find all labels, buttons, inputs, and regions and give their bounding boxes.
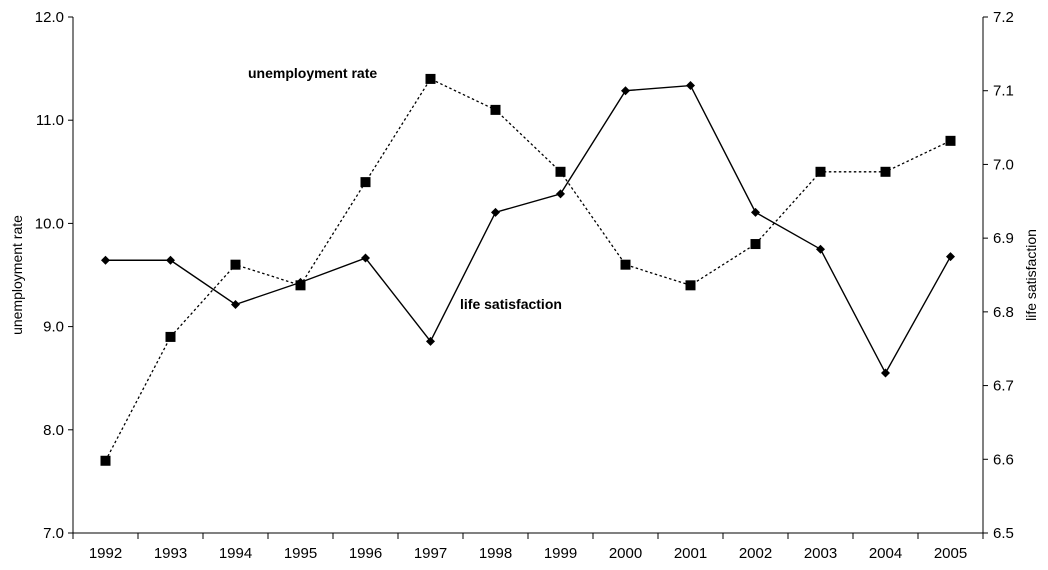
- life-satisfaction-point: [816, 244, 825, 254]
- unemployment-rate-point: [230, 259, 241, 270]
- unemployment-rate-point: [165, 331, 176, 342]
- right-axis-ticks: 6.5 6.6 6.7 6.8 6.9 7.0 7.1 7.2: [983, 9, 1014, 542]
- x-tick-label: 1996: [349, 545, 382, 562]
- unemployment-rate-point: [620, 259, 631, 270]
- right-axis-title: life satisfaction: [1023, 229, 1039, 321]
- life-satisfaction-point: [166, 255, 175, 265]
- unemployment-rate-point: [945, 135, 956, 146]
- life-satisfaction-point: [101, 255, 110, 265]
- left-tick-label: 7.0: [43, 525, 64, 542]
- x-tick-label: 2000: [609, 545, 642, 562]
- x-tick-label: 1994: [219, 545, 252, 562]
- x-tick-label: 2005: [934, 545, 967, 562]
- unemployment-rate-point: [425, 73, 436, 84]
- life-satisfaction-point: [621, 86, 630, 96]
- unemployment-rate-point: [685, 280, 696, 291]
- life-satisfaction-point: [881, 368, 890, 378]
- unemployment-rate-point: [100, 455, 111, 466]
- life-satisfaction-point: [751, 207, 760, 217]
- x-tick-label: 1998: [479, 545, 512, 562]
- plot-area: [72, 17, 984, 534]
- right-tick-label: 7.1: [993, 83, 1014, 100]
- x-tick-label: 2001: [674, 545, 707, 562]
- x-tick-label: 1995: [284, 545, 317, 562]
- x-tick-label: 1999: [544, 545, 577, 562]
- life-satisfaction-point: [946, 252, 955, 262]
- left-tick-label: 8.0: [43, 422, 64, 439]
- left-tick-label: 12.0: [35, 9, 64, 26]
- life-satisfaction-line: [105, 84, 952, 375]
- unemployment-rate-point: [815, 166, 826, 177]
- right-tick-label: 6.6: [993, 451, 1014, 468]
- life-satisfaction-point: [491, 207, 500, 217]
- left-tick-label: 10.0: [35, 215, 64, 232]
- x-axis-ticks: 1992 1993 1994 1995 1996 1997 1998 1999 2000 2001…: [72, 533, 984, 562]
- life-satisfaction-point: [426, 336, 435, 346]
- x-tick-label: 2002: [739, 545, 772, 562]
- life-satisfaction-point: [361, 253, 370, 263]
- unemployment-rate-point: [555, 166, 566, 177]
- unemployment-rate-point: [750, 239, 761, 250]
- x-tick-label: 2003: [804, 545, 837, 562]
- left-axis-title: unemployment rate: [9, 215, 25, 335]
- life-satisfaction-annotation: life satisfaction: [460, 296, 562, 312]
- left-tick-label: 11.0: [36, 112, 64, 129]
- left-tick-label: 9.0: [43, 319, 64, 336]
- x-tick-label: 2004: [869, 545, 902, 562]
- right-tick-label: 6.8: [993, 304, 1014, 321]
- series-layer: [100, 73, 956, 466]
- right-tick-label: 6.7: [993, 378, 1014, 395]
- right-tick-label: 6.5: [993, 525, 1014, 542]
- life-satisfaction-point: [556, 189, 565, 199]
- life-satisfaction-point: [686, 81, 695, 91]
- unemployment-rate-point: [360, 177, 371, 188]
- right-tick-label: 6.9: [993, 230, 1014, 247]
- x-tick-label: 1993: [154, 545, 187, 562]
- right-tick-label: 7.0: [993, 156, 1014, 173]
- life-satisfaction-point: [296, 277, 305, 287]
- left-axis-ticks: 7.0 8.0 9.0 10.0 11.0 12.0: [35, 9, 73, 542]
- unemployment-rate-line: [104, 78, 951, 462]
- right-tick-label: 7.2: [993, 9, 1014, 26]
- unemployment-rate-point: [880, 166, 891, 177]
- x-tick-label: 1992: [89, 545, 122, 562]
- x-tick-label: 1997: [414, 545, 447, 562]
- life-satisfaction-point: [231, 299, 240, 309]
- unemployment-rate-point: [490, 104, 501, 115]
- unemployment-rate-annotation: unemployment rate: [248, 65, 377, 81]
